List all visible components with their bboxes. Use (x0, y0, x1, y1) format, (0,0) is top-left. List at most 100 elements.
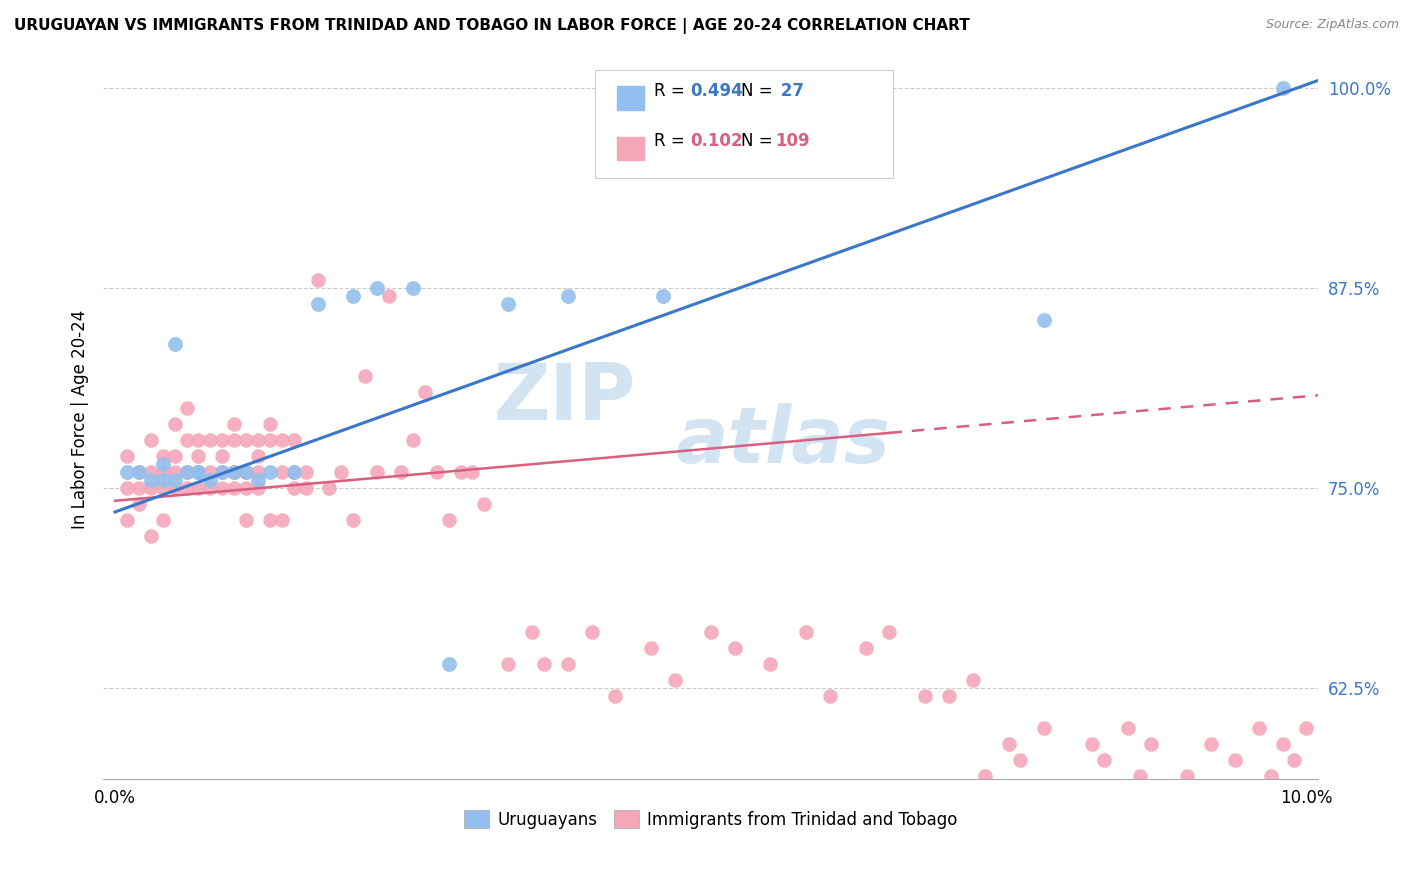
Point (378, 289, 401, 303)
Point (163, 449, 186, 463)
Text: R =: R = (654, 132, 689, 150)
Point (962, 673, 984, 687)
Text: N =: N = (741, 81, 778, 100)
Point (246, 433, 269, 447)
Point (294, 465, 316, 479)
Point (366, 281, 388, 295)
Point (259, 513, 281, 527)
Point (1271, 81, 1294, 95)
Point (176, 465, 198, 479)
Point (402, 433, 425, 447)
Point (176, 481, 198, 495)
Point (437, 657, 460, 671)
Point (402, 281, 425, 295)
Point (1129, 769, 1152, 783)
Point (163, 337, 186, 351)
Point (211, 433, 233, 447)
Point (1033, 313, 1056, 327)
Point (235, 465, 257, 479)
Point (1092, 753, 1115, 767)
Point (437, 513, 460, 527)
Point (211, 481, 233, 495)
Point (224, 465, 246, 479)
Point (1260, 769, 1282, 783)
Point (973, 769, 995, 783)
Point (794, 624, 817, 639)
Point (139, 529, 162, 543)
Point (187, 465, 209, 479)
Point (1284, 753, 1306, 767)
Point (246, 473, 269, 487)
Point (1271, 737, 1294, 751)
Point (283, 465, 305, 479)
Point (200, 473, 222, 487)
Point (330, 465, 353, 479)
Point (152, 465, 174, 479)
Point (246, 481, 269, 495)
Point (307, 297, 329, 311)
Point (1223, 753, 1246, 767)
Point (176, 465, 198, 479)
Point (640, 640, 662, 655)
Point (699, 624, 721, 639)
Point (496, 657, 519, 671)
Point (211, 449, 233, 463)
Point (128, 497, 150, 511)
Point (450, 465, 472, 479)
Point (879, 624, 901, 639)
Text: atlas: atlas (676, 403, 891, 479)
Point (283, 465, 305, 479)
Point (664, 673, 686, 687)
Point (128, 481, 150, 495)
Point (366, 465, 388, 479)
Point (1033, 721, 1056, 735)
Point (163, 473, 186, 487)
Point (163, 465, 186, 479)
Point (938, 689, 960, 703)
Point (200, 465, 222, 479)
Point (235, 481, 257, 495)
Point (259, 417, 281, 431)
Point (461, 465, 484, 479)
Point (270, 513, 292, 527)
Point (1057, 785, 1080, 799)
Point (1116, 721, 1139, 735)
Text: 0.102: 0.102 (690, 132, 742, 150)
Point (152, 449, 174, 463)
Point (200, 433, 222, 447)
Point (128, 465, 150, 479)
Text: R =: R = (654, 81, 689, 100)
Point (235, 433, 257, 447)
Point (163, 417, 186, 431)
FancyBboxPatch shape (595, 70, 893, 178)
Point (224, 433, 246, 447)
Point (533, 657, 555, 671)
Point (472, 497, 495, 511)
Point (176, 433, 198, 447)
Point (1081, 737, 1104, 751)
FancyBboxPatch shape (617, 136, 644, 161)
Point (1295, 721, 1317, 735)
Point (307, 273, 329, 287)
Point (413, 385, 436, 400)
FancyBboxPatch shape (617, 87, 644, 110)
Point (187, 433, 209, 447)
Point (139, 433, 162, 447)
Point (187, 465, 209, 479)
Point (270, 433, 292, 447)
Point (211, 465, 233, 479)
Point (139, 465, 162, 479)
Text: URUGUAYAN VS IMMIGRANTS FROM TRINIDAD AND TOBAGO IN LABOR FORCE | AGE 20-24 CORR: URUGUAYAN VS IMMIGRANTS FROM TRINIDAD AN… (14, 18, 970, 34)
Point (152, 481, 174, 495)
Point (605, 689, 627, 703)
Point (187, 465, 209, 479)
Point (115, 513, 138, 527)
Point (318, 481, 340, 495)
Point (224, 481, 246, 495)
Point (152, 513, 174, 527)
Point (270, 465, 292, 479)
Point (652, 289, 675, 303)
Point (354, 369, 377, 384)
Point (496, 297, 519, 311)
Point (115, 481, 138, 495)
